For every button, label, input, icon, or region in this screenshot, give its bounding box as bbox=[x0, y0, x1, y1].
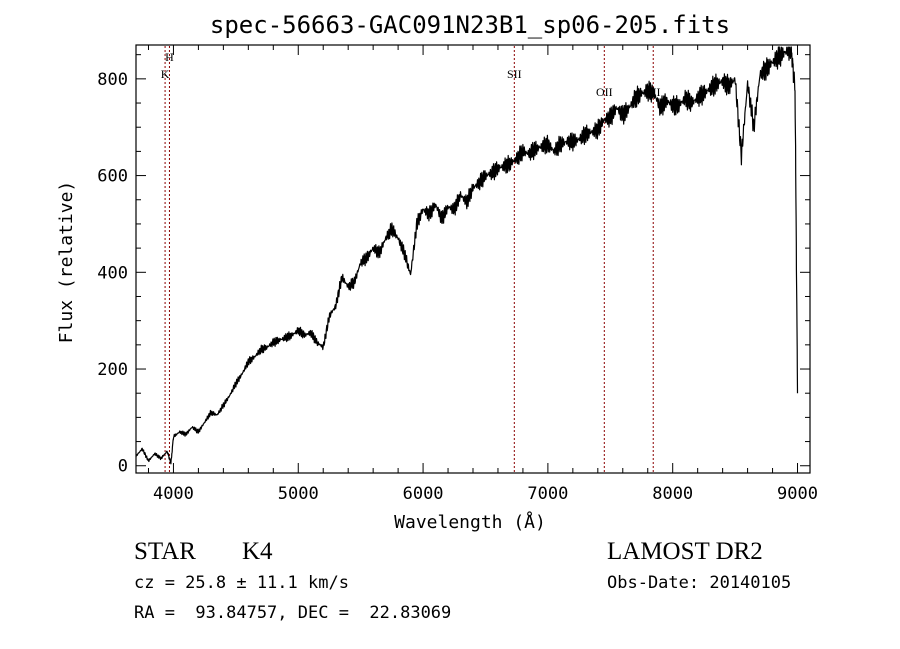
y-tick-label: 400 bbox=[97, 263, 128, 283]
y-tick-label: 800 bbox=[97, 70, 128, 90]
axis-ticks: 4000 5000 6000 7000 8000 9000 0 200 400 600 800 bbox=[97, 45, 818, 504]
survey-name: LAMOST DR2 bbox=[607, 538, 763, 565]
object-subclass: K4 bbox=[242, 538, 273, 565]
y-tick-label: 600 bbox=[97, 167, 128, 187]
x-tick-label: 6000 bbox=[403, 484, 444, 504]
x-axis-label: Wavelength (Å) bbox=[394, 511, 546, 533]
x-tick-label: 8000 bbox=[652, 484, 693, 504]
x-tick-label: 5000 bbox=[278, 484, 319, 504]
chart-title: spec-56663-GAC091N23B1_sp06-205.fits bbox=[210, 11, 730, 39]
y-tick-label: 200 bbox=[97, 360, 128, 380]
spectral-line-label: SII bbox=[507, 67, 522, 81]
coordinates: RA = 93.84757, DEC = 22.83069 bbox=[134, 603, 452, 623]
x-tick-label: 9000 bbox=[777, 484, 818, 504]
spectrum-line bbox=[135, 46, 799, 465]
spectral-line-label: K bbox=[161, 67, 170, 81]
x-tick-label: 7000 bbox=[527, 484, 568, 504]
spectral-line-label: OII bbox=[596, 85, 613, 99]
y-axis-label: Flux (relative) bbox=[56, 181, 77, 344]
redshift-value: cz = 25.8 ± 11.1 km/s bbox=[134, 573, 349, 593]
x-tick-label: 4000 bbox=[153, 484, 194, 504]
object-class: STAR bbox=[134, 538, 196, 565]
plot-frame bbox=[135, 44, 811, 474]
y-tick-label: 0 bbox=[118, 457, 128, 477]
observation-date: Obs-Date: 20140105 bbox=[607, 573, 792, 593]
spectral-line-label: H bbox=[165, 50, 174, 64]
